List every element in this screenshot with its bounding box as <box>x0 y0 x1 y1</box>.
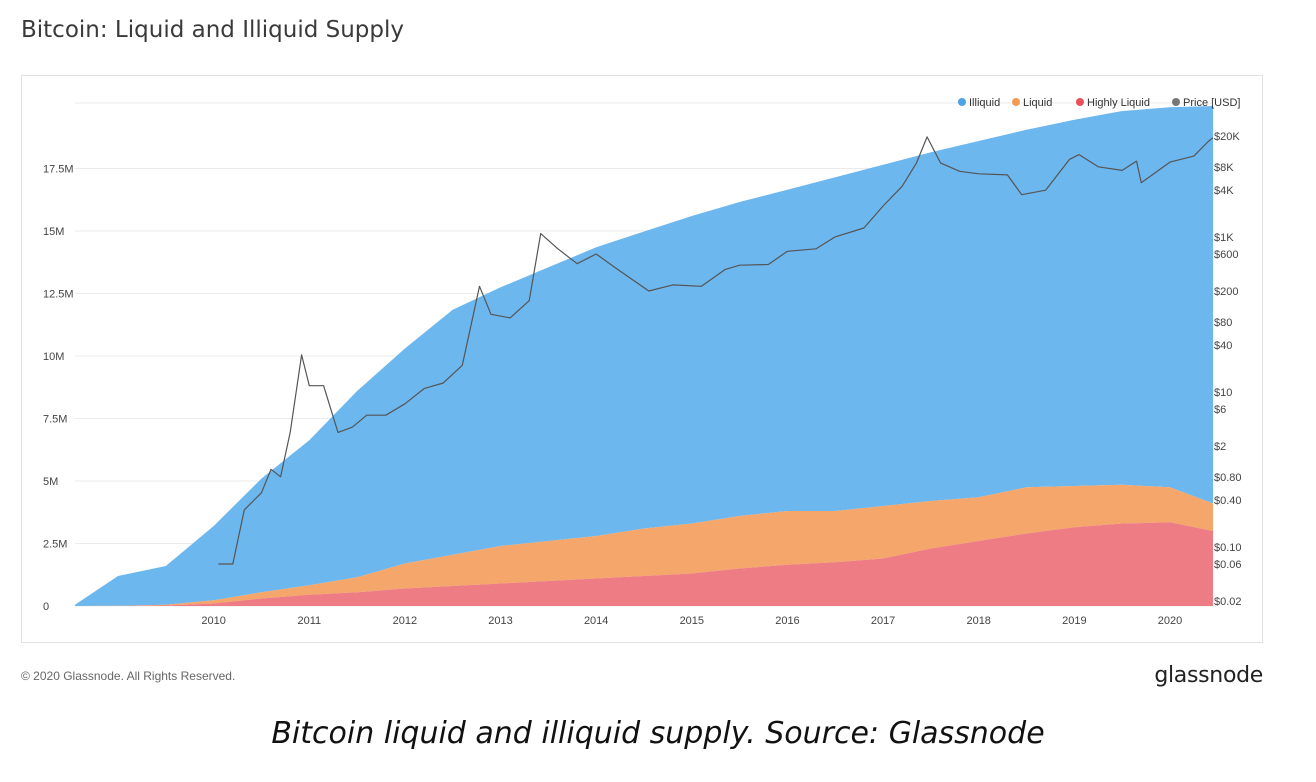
price-tick-label: $20K <box>1214 131 1240 143</box>
x-tick-label: 2014 <box>584 615 608 627</box>
legend-label: Illiquid <box>969 97 1000 109</box>
x-tick-label: 2013 <box>488 615 512 627</box>
x-tick-label: 2020 <box>1158 615 1182 627</box>
chart-title: Bitcoin: Liquid and Illiquid Supply <box>21 17 405 43</box>
y-tick-label: 7.5M <box>43 414 67 426</box>
left-axis: 0 2.5M 5M 7.5M 10M 12.5M 15M 17.5M <box>43 164 74 614</box>
price-tick-label: $1K <box>1214 232 1234 244</box>
price-series <box>218 136 1214 565</box>
x-tick-label: 2011 <box>297 615 321 627</box>
legend-marker <box>1172 98 1180 106</box>
price-tick-label: $40 <box>1214 340 1232 352</box>
copyright-text: © 2020 Glassnode. All Rights Reserved. <box>21 669 236 683</box>
legend-marker <box>958 98 966 106</box>
price-line <box>218 136 1214 565</box>
highly-liquid-area <box>75 522 1213 606</box>
y-tick-label: 2.5M <box>43 539 67 551</box>
y-tick-label: 0 <box>43 601 49 613</box>
legend-marker <box>1012 98 1020 106</box>
x-tick-label: 2017 <box>871 615 895 627</box>
legend-label: Liquid <box>1023 97 1052 109</box>
price-tick-label: $10 <box>1214 387 1232 399</box>
x-tick-label: 2010 <box>201 615 225 627</box>
y-tick-label: 15M <box>43 226 64 238</box>
figure-caption: Bitcoin liquid and illiquid supply. Sour… <box>271 716 1045 751</box>
legend-label: Highly Liquid <box>1087 97 1150 109</box>
x-tick-label: 2018 <box>966 615 990 627</box>
liquid-area <box>75 484 1213 606</box>
price-tick-label: $0.02 <box>1214 596 1242 608</box>
y-tick-label: 12.5M <box>43 289 74 301</box>
chart-frame <box>21 75 1263 643</box>
price-tick-label: $4K <box>1214 185 1234 197</box>
stacked-areas <box>75 106 1213 606</box>
legend-label: Price [USD] <box>1183 97 1240 109</box>
price-tick-label: $80 <box>1214 317 1232 329</box>
x-axis: 2010 2011 2012 2013 2014 2015 2016 2017 2018 2019… <box>201 615 1182 627</box>
price-tick-label: $600 <box>1214 249 1238 261</box>
x-tick-label: 2019 <box>1062 615 1086 627</box>
right-axis: $0.02 $0.06 $0.10 $0.40 $0.80 $2 $6 $10 $40 $80 $2… <box>1214 131 1242 608</box>
illiquid-area <box>75 106 1213 606</box>
x-tick-label: 2016 <box>775 615 799 627</box>
y-tick-label: 10M <box>43 351 64 363</box>
y-tick-label: 17.5M <box>43 164 74 176</box>
x-tick-label: 2012 <box>393 615 417 627</box>
price-tick-label: $0.10 <box>1214 542 1242 554</box>
price-tick-label: $0.06 <box>1214 559 1242 571</box>
price-tick-label: $2 <box>1214 441 1226 453</box>
legend-marker <box>1076 98 1084 106</box>
price-tick-label: $200 <box>1214 286 1238 298</box>
price-tick-label: $6 <box>1214 404 1226 416</box>
y-tick-label: 5M <box>43 476 58 488</box>
price-tick-label: $0.40 <box>1214 495 1242 507</box>
legend: Illiquid Liquid Highly Liquid Price [USD] <box>958 97 1240 109</box>
x-tick-label: 2015 <box>680 615 704 627</box>
brand-logo: glassnode <box>1154 663 1263 688</box>
price-tick-label: $8K <box>1214 162 1234 174</box>
price-tick-label: $0.80 <box>1214 472 1242 484</box>
